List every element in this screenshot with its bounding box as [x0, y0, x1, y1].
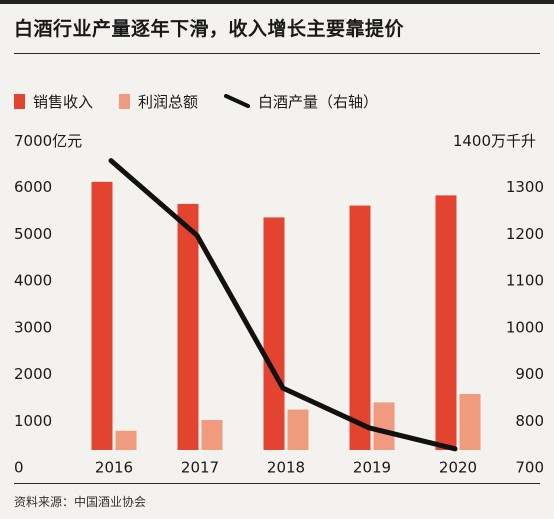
footer-divider: [14, 483, 540, 484]
left-tick-label: 5000: [14, 225, 52, 243]
bar-revenue: [263, 217, 285, 450]
left-axis-unit: 7000亿元: [14, 132, 83, 150]
right-tick-label: 1100: [506, 272, 544, 290]
right-tick-label: 1000: [506, 318, 544, 336]
legend-item-revenue: 销售收入: [14, 91, 93, 112]
right-tick-label: 700: [515, 459, 544, 477]
line-output: [108, 158, 458, 452]
bar-revenue: [435, 195, 457, 450]
right-tick-label: 800: [515, 412, 544, 430]
left-tick-label: 0: [14, 459, 24, 477]
x-tick-label: 2017: [181, 459, 219, 477]
x-tick-label: 2019: [353, 459, 391, 477]
left-tick-label: 1000: [14, 412, 52, 430]
x-tick-label: 2018: [267, 459, 305, 477]
bar-profit: [201, 419, 223, 450]
bar-profit: [459, 393, 481, 450]
bar-profit: [287, 409, 309, 450]
legend-swatch-profit: [119, 93, 131, 109]
x-tick-label: 2020: [439, 459, 477, 477]
chart-title: 白酒行业产量逐年下滑，收入增长主要靠提价: [14, 18, 405, 40]
top-accent-bar: [0, 0, 554, 4]
x-tick-label: 2016: [95, 459, 133, 477]
left-tick-label: 2000: [14, 365, 52, 383]
right-tick-label: 1300: [506, 178, 544, 196]
legend-label-output: 白酒产量（右轴）: [258, 92, 379, 111]
right-tick-label: 1200: [506, 225, 544, 243]
legend-swatch-output: [224, 94, 251, 108]
legend-item-profit: 利润总额: [119, 91, 198, 112]
bar-profit: [115, 430, 137, 450]
legend-swatch-revenue: [14, 93, 25, 109]
left-tick-label: 6000: [14, 178, 52, 196]
bar-profit: [373, 402, 395, 450]
right-tick-label: 900: [515, 365, 544, 383]
source-note: 资料来源：中国酒业协会: [14, 495, 147, 509]
legend-label-revenue: 销售收入: [33, 92, 94, 111]
legend-item-output: 白酒产量（右轴）: [224, 91, 378, 112]
bar-revenue: [177, 203, 199, 450]
left-tick-label: 3000: [14, 318, 52, 336]
legend-label-profit: 利润总额: [138, 92, 199, 111]
right-axis-unit: 1400万千升: [452, 132, 536, 150]
bar-revenue: [91, 181, 113, 450]
left-tick-label: 4000: [14, 272, 52, 290]
bar-revenue: [349, 205, 371, 450]
legend: 销售收入 利润总额 白酒产量（右轴）: [14, 89, 404, 113]
title-divider: [14, 53, 540, 54]
